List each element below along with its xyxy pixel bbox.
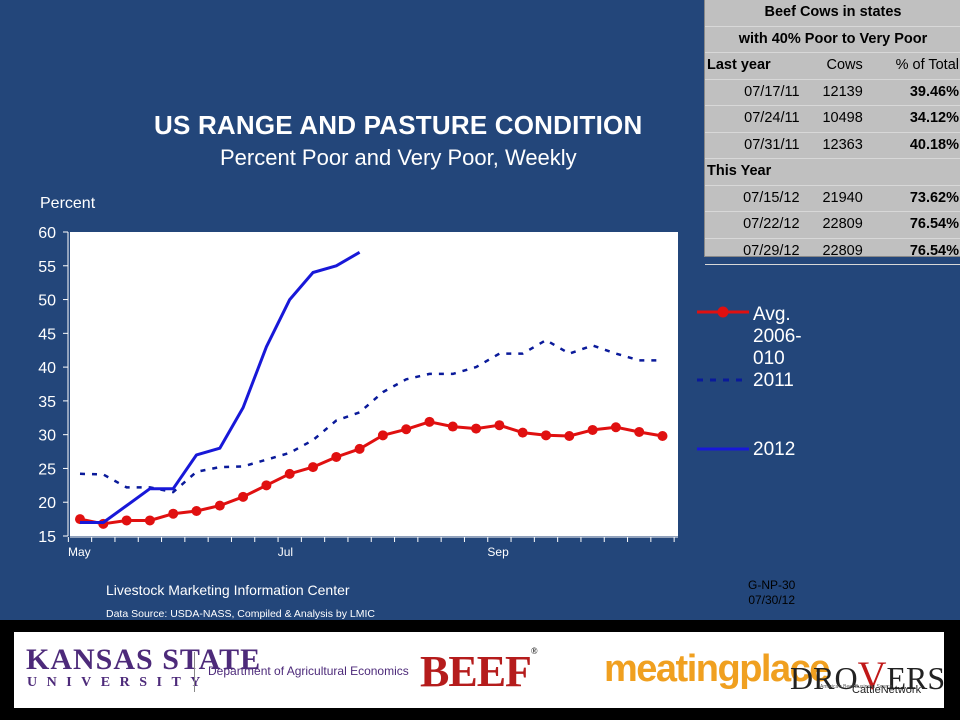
row-cows: 21940 — [801, 185, 865, 212]
drovers-logo: DROVERS — [790, 653, 946, 698]
series-point-avg — [121, 515, 132, 526]
kansas-state-logo-university: UNIVERSITY — [27, 675, 210, 690]
kansas-state-logo: KANSAS STATE — [26, 643, 262, 676]
legend-label-2011: 2011 — [753, 370, 794, 391]
beef-logo: BEEF® — [420, 646, 538, 696]
row-pct: 39.46% — [864, 79, 960, 106]
table-header-row: Last year Cows % of Total — [705, 52, 960, 80]
series-point-avg — [214, 500, 225, 511]
cattlenetwork-logo: CattleNetwork — [852, 684, 922, 696]
table-title-line2: with 40% Poor to Very Poor — [705, 26, 960, 53]
series-point-avg — [424, 416, 435, 427]
table-row: 07/29/12 22809 76.54% — [705, 238, 960, 265]
series-point-avg — [354, 443, 365, 454]
y-tick-label: 35 — [38, 394, 56, 411]
series-point-avg — [634, 426, 645, 437]
series-point-avg — [308, 462, 318, 473]
legend-label-2012: 2012 — [753, 439, 796, 460]
series-point-avg — [238, 491, 249, 502]
series-point-avg — [657, 431, 668, 442]
chart-code: G-NP-30 07/30/12 — [748, 578, 795, 608]
row-cows: 12363 — [801, 132, 865, 159]
y-tick-label: 15 — [38, 529, 56, 546]
y-tick-label: 60 — [38, 225, 56, 242]
legend-label-avg: Avg. 2006- 010 — [753, 304, 802, 369]
legend: Avg. 2006- 010 2011 2012 — [695, 300, 825, 470]
series-point-avg — [494, 420, 505, 431]
chart-code-date: 07/30/12 — [748, 593, 796, 607]
row-pct: 76.54% — [864, 211, 960, 239]
y-tick-label: 55 — [38, 259, 56, 276]
series-line-2012 — [80, 251, 361, 524]
plot-area — [70, 232, 678, 536]
series-point-avg — [564, 431, 575, 442]
row-cows: 22809 — [801, 211, 865, 239]
row-date: 07/24/11 — [705, 105, 802, 133]
axes: 15 20 25 30 35 40 45 50 55 60 May Jul Sep — [38, 225, 678, 559]
logo-divider — [194, 652, 195, 692]
x-tick-label: Jul — [278, 545, 293, 559]
row-date: 07/17/11 — [705, 79, 802, 106]
beef-cows-table: Beef Cows in states with 40% Poor to Ver… — [705, 0, 960, 265]
series-point-avg — [447, 421, 458, 432]
chart-title: US RANGE AND PASTURE CONDITION — [154, 110, 643, 140]
header-pct: % of Total — [864, 52, 960, 80]
section-this-year: This Year — [705, 158, 960, 186]
series-point-avg — [168, 508, 179, 519]
series-point-avg — [471, 423, 482, 434]
y-tick-label: 50 — [38, 293, 56, 310]
table-row: 07/22/12 22809 76.54% — [705, 211, 960, 239]
source-note: Data Source: USDA-NASS, Compiled & Analy… — [106, 608, 376, 620]
series-point-avg — [261, 480, 272, 491]
y-tick-label: 40 — [38, 360, 56, 377]
row-date: 07/31/11 — [705, 132, 802, 159]
row-pct: 76.54% — [864, 238, 960, 265]
y-tick-label: 45 — [38, 326, 56, 343]
row-pct: 34.12% — [864, 105, 960, 133]
x-tick-label: May — [68, 545, 91, 559]
y-tick-label: 25 — [38, 461, 56, 478]
row-date: 07/15/12 — [705, 185, 802, 212]
ag-econ-logo: Department of Agricultural Economics — [208, 664, 409, 678]
series-point-avg — [541, 430, 551, 441]
row-cows: 22809 — [801, 238, 865, 265]
y-axis-label: Percent — [40, 195, 96, 212]
x-tick-label: Sep — [487, 545, 509, 559]
row-date: 07/22/12 — [705, 211, 802, 239]
table-row: 07/15/12 21940 73.62% — [705, 185, 960, 212]
series-point-avg — [191, 506, 202, 517]
meatingplace-logo: meatingplace — [604, 648, 830, 690]
drovers-logo-tagline: America's Beef Business Source — [820, 684, 893, 690]
legend-marker-avg — [717, 306, 729, 318]
table-row: 07/17/11 12139 39.46% — [705, 79, 960, 106]
table-row: 07/24/11 10498 34.12% — [705, 105, 960, 133]
series-point-avg — [610, 422, 621, 433]
beef-cows-table-panel: Beef Cows in states with 40% Poor to Ver… — [704, 0, 960, 265]
series-point-avg — [401, 424, 412, 435]
series-point-avg — [587, 424, 598, 435]
row-date: 07/29/12 — [705, 238, 802, 265]
chart-code-id: G-NP-30 — [748, 578, 796, 592]
y-tick-label: 20 — [38, 495, 56, 512]
table-title-line1: Beef Cows in states — [705, 0, 960, 27]
source-organization: Livestock Marketing Information Center — [106, 582, 350, 598]
row-pct: 73.62% — [864, 185, 960, 212]
logo-bar-background — [14, 632, 944, 708]
row-cows: 12139 — [801, 79, 865, 106]
series-point-avg — [517, 427, 528, 438]
series-point-avg — [144, 515, 155, 526]
series-point-avg — [284, 468, 295, 479]
chart-svg: 15 20 25 30 35 40 45 50 55 60 May Jul Sep — [38, 225, 678, 559]
header-cows: Cows — [801, 52, 865, 80]
table-row: 07/31/11 12363 40.18% — [705, 132, 960, 159]
row-pct: 40.18% — [864, 132, 960, 159]
table-section-row: This Year — [705, 158, 960, 186]
row-cows: 10498 — [801, 105, 865, 133]
series-layer — [75, 251, 668, 529]
y-tick-label: 30 — [38, 428, 56, 445]
header-date: Last year — [705, 52, 802, 80]
chart-subtitle: Percent Poor and Very Poor, Weekly — [220, 145, 577, 170]
series-point-avg — [377, 430, 388, 441]
series-point-avg — [331, 451, 342, 462]
